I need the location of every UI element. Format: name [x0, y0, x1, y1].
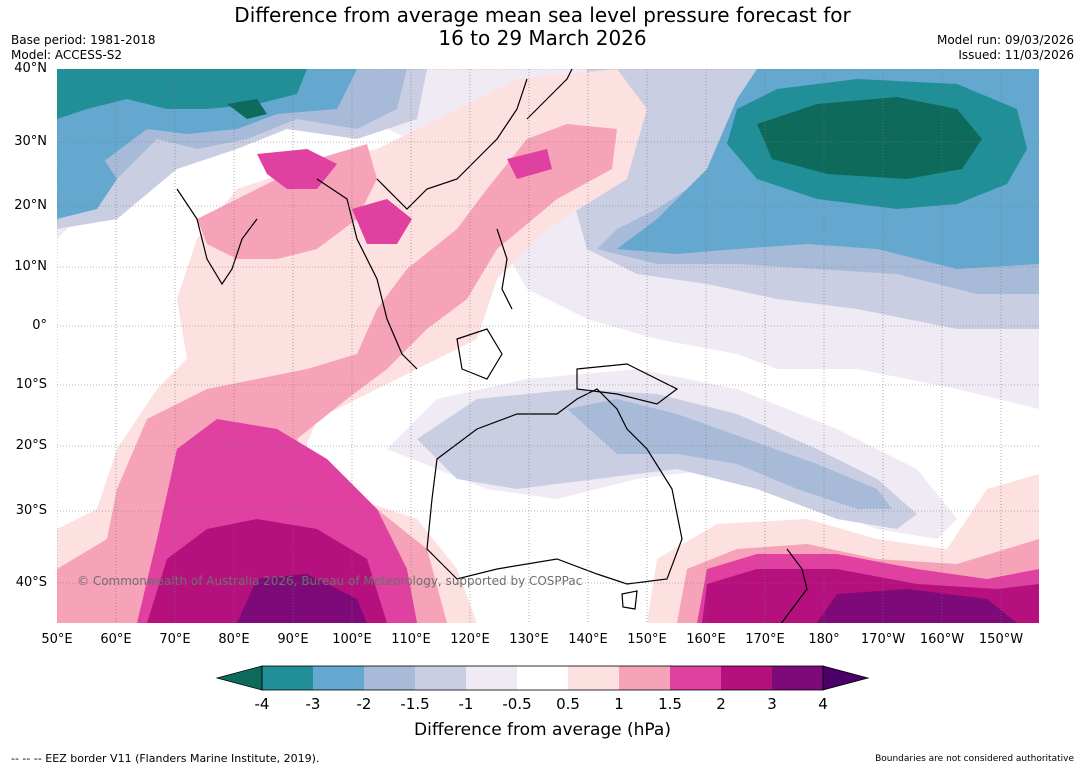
india-coast — [176, 188, 258, 286]
colorbar-title: Difference from average (hPa) — [414, 720, 671, 740]
colorbar-cell — [466, 666, 518, 690]
lon-label: 100°E — [332, 632, 372, 647]
anomaly-minus-2-sw — [57, 139, 117, 219]
lat-label: 30°S — [15, 503, 47, 518]
title-line-2: 16 to 29 March 2026 — [438, 26, 647, 50]
colorbar-tick: -0.5 — [502, 695, 532, 713]
colorbar-cell — [262, 666, 314, 690]
lon-label: 160°E — [686, 632, 726, 647]
lon-label: 180° — [808, 632, 840, 647]
lat-label: 10°N — [14, 259, 47, 274]
lon-label: 170°W — [860, 632, 906, 647]
colorbar-cells — [262, 666, 824, 690]
anomaly-plus-1-north — [197, 144, 377, 259]
colorbar-tick: -1 — [458, 695, 474, 713]
lat-label: 20°S — [15, 438, 47, 453]
lon-label: 150°E — [627, 632, 667, 647]
lat-label: 30°N — [14, 134, 47, 149]
anomaly-plus-15-sea — [352, 199, 412, 244]
coastlines — [176, 69, 808, 623]
colorbar-cell — [619, 666, 671, 690]
lon-label: 80°E — [218, 632, 250, 647]
base-period: Base period: 1981-2018 — [11, 33, 156, 47]
colorbar-tick: -2 — [356, 695, 372, 713]
japan-coast — [526, 69, 573, 120]
meta-left: Base period: 1981-2018 Model: ACCESS-S2 — [11, 33, 156, 63]
colorbar-tick: 3 — [767, 695, 777, 713]
meta-right: Model run: 09/03/2026 Issued: 11/03/2026 — [937, 33, 1074, 63]
lon-label: 160°W — [919, 632, 965, 647]
anomaly-minus-4-west — [227, 99, 267, 119]
lon-label: 110°E — [391, 632, 431, 647]
lon-label: 90°E — [277, 632, 309, 647]
model-name: Model: ACCESS-S2 — [11, 48, 123, 62]
boundaries-disclaimer: Boundaries are not considered authoritat… — [875, 754, 1074, 764]
lon-label: 170°E — [745, 632, 785, 647]
new-zealand-coast — [780, 548, 808, 623]
lat-label: 40°N — [14, 61, 47, 76]
colorbar-frame — [261, 665, 824, 691]
issued-date: Issued: 11/03/2026 — [958, 48, 1074, 62]
lat-label: 20°N — [14, 198, 47, 213]
australia-coast — [426, 388, 683, 585]
colorbar-cell — [517, 666, 569, 690]
new-guinea-coast — [576, 363, 679, 405]
lon-label: 50°E — [41, 632, 73, 647]
lat-label: 40°S — [15, 575, 47, 590]
map-svg — [57, 69, 1039, 623]
lon-label: 70°E — [159, 632, 191, 647]
anomaly-minus-1-pacific — [417, 389, 917, 529]
colorbar-cell — [568, 666, 620, 690]
colorbar-tick: -3 — [305, 695, 321, 713]
tasmania-coast — [621, 590, 638, 610]
lon-label: 120°E — [450, 632, 490, 647]
model-run: Model run: 09/03/2026 — [936, 33, 1074, 47]
colorbar-cell — [313, 666, 365, 690]
borneo-coast — [456, 328, 503, 380]
colorbar-cell — [721, 666, 773, 690]
indochina-coast — [316, 178, 418, 370]
lon-label: 130°E — [509, 632, 549, 647]
colorbar-cell — [772, 666, 824, 690]
colorbar-tick: -1.5 — [400, 695, 430, 713]
colorbar-tick: 1 — [614, 695, 624, 713]
colorbar-max-arrow — [822, 665, 870, 691]
anomaly-minus-4-core — [757, 97, 982, 179]
title-line-1: Difference from average mean sea level p… — [234, 3, 851, 27]
map-title: Difference from average mean sea level p… — [0, 4, 1085, 50]
colorbar-tick: 2 — [716, 695, 726, 713]
colorbar — [215, 665, 870, 691]
colorbar-min-arrow — [215, 665, 263, 691]
lat-label: 0° — [32, 318, 47, 333]
anomaly-plus-3-indian — [237, 574, 367, 623]
colorbar-cell — [415, 666, 467, 690]
anomaly-plus-15-east — [507, 149, 552, 179]
colorbar-cell — [670, 666, 722, 690]
colorbar-tick: 4 — [818, 695, 828, 713]
map-panel — [57, 69, 1039, 623]
colorbar-cell — [364, 666, 416, 690]
lon-label: 60°E — [100, 632, 132, 647]
colorbar-tick: -4 — [254, 695, 270, 713]
anomaly-minus-15-pacific — [567, 399, 892, 509]
colorbar-tick: 1.5 — [658, 695, 682, 713]
lat-label: 10°S — [15, 377, 47, 392]
eez-footnote: -- -- -- EEZ border V11 (Flanders Marine… — [11, 752, 320, 765]
copyright-notice: © Commonwealth of Australia 2026, Bureau… — [77, 574, 583, 588]
anomaly-plus-3-south — [817, 589, 1017, 623]
colorbar-tick: 0.5 — [556, 695, 580, 713]
lon-label: 150°W — [978, 632, 1024, 647]
lon-label: 140°E — [568, 632, 608, 647]
philippines-coast — [496, 228, 513, 310]
anomaly-minus-3-west — [57, 69, 307, 119]
china-coast — [376, 78, 528, 210]
graticule — [57, 69, 1039, 623]
